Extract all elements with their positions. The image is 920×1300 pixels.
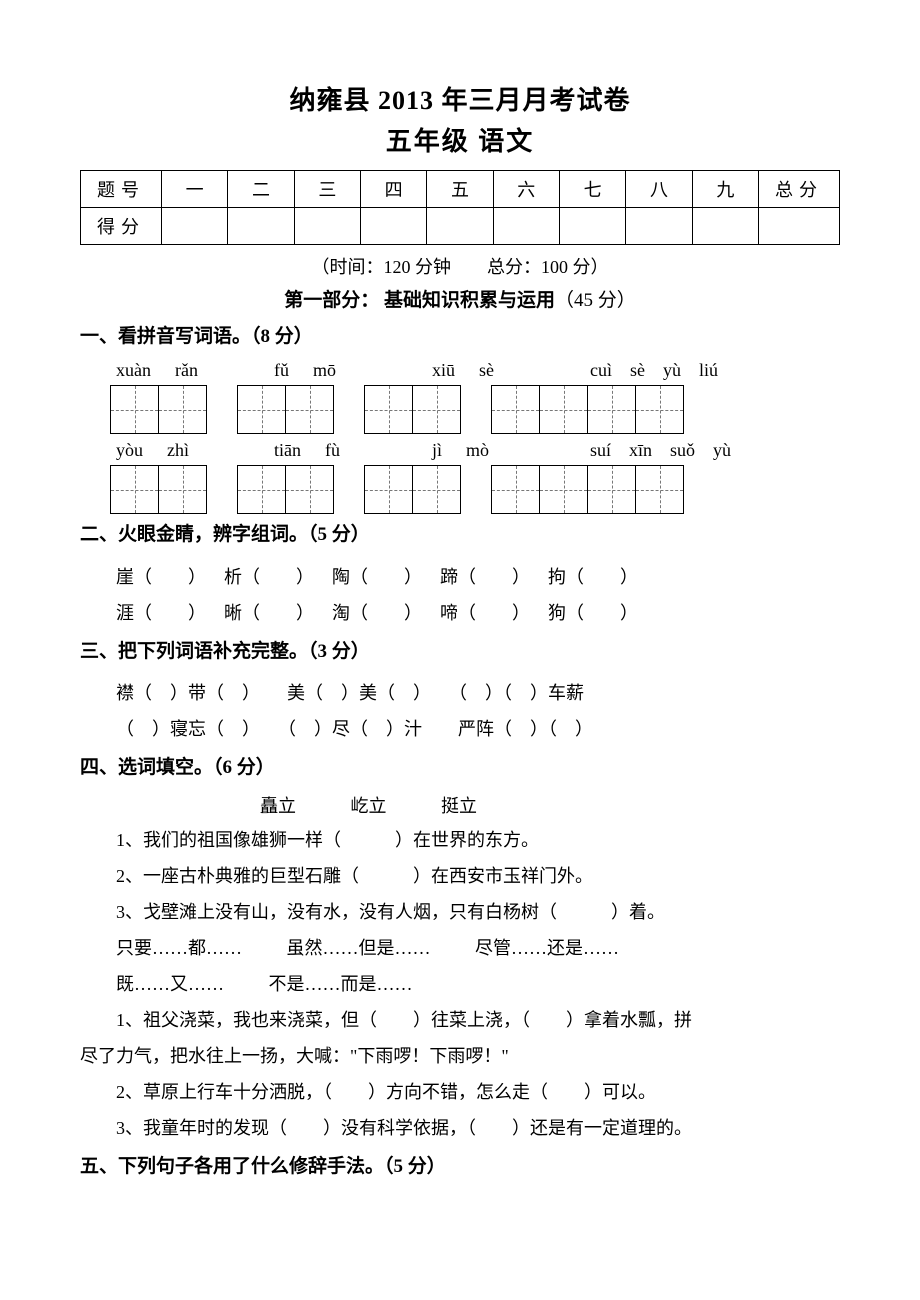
q1-head: 一、看拼音写词语。（8 分） — [80, 322, 840, 352]
q1-pinyin-row1: xuànrǎn fǔmō xiūsè cuìsèyùliú — [116, 360, 840, 381]
pinyin: yù — [663, 360, 681, 381]
th-5: 五 — [427, 171, 493, 208]
q4-b-item1b: 尽了力气，把水往上一扬，大喊："下雨啰！下雨啰！" — [80, 1038, 840, 1074]
info-line: （时间：120 分钟 总分：100 分） — [80, 253, 840, 279]
tian-box[interactable] — [110, 385, 207, 434]
pinyin: sè — [630, 360, 645, 381]
tian-box[interactable] — [491, 465, 684, 514]
pinyin: liú — [699, 360, 718, 381]
pinyin: tiān — [274, 440, 301, 461]
score-cell — [427, 208, 493, 245]
pinyin: xīn — [629, 440, 652, 461]
option: 挺立 — [441, 792, 477, 818]
q2-head: 二、火眼金睛，辨字组词。（5 分） — [80, 520, 840, 550]
q4-b-item3[interactable]: 3、我童年时的发现（ ）没有科学依据，（ ）还是有一定道理的。 — [80, 1110, 840, 1146]
q5-head: 五、下列句子各用了什么修辞手法。（5 分） — [80, 1152, 840, 1182]
blank-word[interactable]: 啼（ ） — [440, 595, 530, 631]
score-cell — [162, 208, 228, 245]
tian-box[interactable] — [491, 385, 684, 434]
q4-options-a: 矗立 屹立 挺立 — [260, 792, 840, 818]
th-1: 一 — [162, 171, 228, 208]
tian-box[interactable] — [237, 385, 334, 434]
part1-label: 第一部分： 基础知识积累与运用 — [284, 290, 555, 311]
pinyin: rǎn — [175, 360, 198, 381]
td-defen: 得分 — [81, 208, 162, 245]
pinyin: mò — [466, 440, 489, 461]
score-cell — [228, 208, 294, 245]
q4-b-item1a[interactable]: 1、祖父浇菜，我也来浇菜，但（ ）往菜上浇，（ ）拿着水瓢，拼 — [80, 1002, 840, 1038]
score-cell — [559, 208, 625, 245]
q4-conj-row2: 既……又…… 不是……而是…… — [116, 966, 840, 1002]
pinyin: mō — [313, 360, 336, 381]
q3-row2[interactable]: （ ）寝忘（ ） （ ）尽（ ）汁 严阵（ ）（ ） — [116, 711, 840, 747]
q1-pinyin-row2: yòu zhì tiān fù jì mò suíxīnsuǒyù — [116, 440, 840, 461]
blank-word[interactable]: 析（ ） — [224, 559, 314, 595]
pinyin: fǔ — [274, 360, 289, 381]
conj: 不是……而是…… — [269, 966, 413, 1002]
option: 屹立 — [351, 792, 387, 818]
th-8: 八 — [626, 171, 692, 208]
q3-row1[interactable]: 襟（ ）带（ ） 美（ ）美（ ） （ ）（ ）车薪 — [116, 675, 840, 711]
part1-title: 第一部分： 基础知识积累与运用（45 分） — [80, 285, 840, 312]
th-9: 九 — [692, 171, 758, 208]
q4-a-item2[interactable]: 2、一座古朴典雅的巨型石雕（ ）在西安市玉祥门外。 — [80, 858, 840, 894]
score-table: 题号 一 二 三 四 五 六 七 八 九 总分 得分 — [80, 170, 840, 245]
tian-box[interactable] — [237, 465, 334, 514]
option: 矗立 — [260, 792, 296, 818]
score-cell — [360, 208, 426, 245]
blank-word[interactable]: 淘（ ） — [332, 595, 422, 631]
q4-a-item3[interactable]: 3、戈壁滩上没有山，没有水，没有人烟，只有白杨树（ ）着。 — [80, 894, 840, 930]
tian-box[interactable] — [364, 385, 461, 434]
blank-word[interactable]: 狗（ ） — [548, 595, 638, 631]
q1-boxes-row2 — [110, 465, 840, 514]
q3-head: 三、把下列词语补充完整。（3 分） — [80, 637, 840, 667]
th-tihao: 题号 — [81, 171, 162, 208]
pinyin: xuàn — [116, 360, 151, 381]
blank-word[interactable]: 陶（ ） — [332, 559, 422, 595]
conj: 只要……都…… — [116, 930, 242, 966]
score-cell — [626, 208, 692, 245]
score-cell — [493, 208, 559, 245]
title-sub: 五年级 语文 — [80, 121, 840, 158]
th-3: 三 — [294, 171, 360, 208]
conj: 尽管……还是…… — [475, 930, 619, 966]
score-cell — [294, 208, 360, 245]
q2-row1: 崖（ ） 析（ ） 陶（ ） 蹄（ ） 拘（ ） — [116, 559, 840, 595]
pinyin: cuì — [590, 360, 612, 381]
blank-word[interactable]: 晰（ ） — [224, 595, 314, 631]
tian-box[interactable] — [110, 465, 207, 514]
th-4: 四 — [360, 171, 426, 208]
score-cell — [692, 208, 758, 245]
blank-word[interactable]: 拘（ ） — [548, 559, 638, 595]
pinyin: xiū — [432, 360, 455, 381]
pinyin: sè — [479, 360, 494, 381]
pinyin: fù — [325, 440, 340, 461]
q4-b-item2[interactable]: 2、草原上行车十分洒脱，（ ）方向不错，怎么走（ ）可以。 — [80, 1074, 840, 1110]
q2-row2: 涯（ ） 晰（ ） 淘（ ） 啼（ ） 狗（ ） — [116, 595, 840, 631]
th-7: 七 — [559, 171, 625, 208]
q4-conj-row1: 只要……都…… 虽然……但是…… 尽管……还是…… — [116, 930, 840, 966]
th-2: 二 — [228, 171, 294, 208]
pinyin: zhì — [167, 440, 189, 461]
blank-word[interactable]: 涯（ ） — [116, 595, 206, 631]
th-6: 六 — [493, 171, 559, 208]
pinyin: suǒ — [670, 440, 695, 461]
q1-boxes-row1 — [110, 385, 840, 434]
pinyin: jì — [432, 440, 442, 461]
part1-points: （45 分） — [555, 290, 636, 311]
blank-word[interactable]: 崖（ ） — [116, 559, 206, 595]
title-main: 纳雍县 2013 年三月月考试卷 — [80, 80, 840, 117]
tian-box[interactable] — [364, 465, 461, 514]
conj: 虽然……但是…… — [287, 930, 431, 966]
score-cell — [759, 208, 840, 245]
pinyin: yòu — [116, 440, 143, 461]
q4-head: 四、选词填空。（6 分） — [80, 753, 840, 783]
q4-a-item1[interactable]: 1、我们的祖国像雄狮一样（ ）在世界的东方。 — [80, 822, 840, 858]
th-total: 总分 — [759, 171, 840, 208]
blank-word[interactable]: 蹄（ ） — [440, 559, 530, 595]
pinyin: yù — [713, 440, 731, 461]
pinyin: suí — [590, 440, 611, 461]
conj: 既……又…… — [116, 966, 224, 1002]
